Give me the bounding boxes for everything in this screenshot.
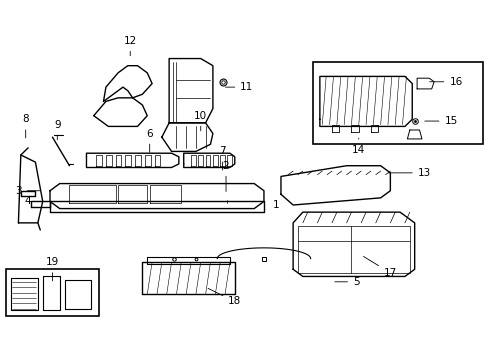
Text: 16: 16 (429, 77, 462, 87)
Text: 14: 14 (351, 138, 365, 155)
Polygon shape (169, 59, 212, 123)
Polygon shape (103, 66, 152, 102)
Polygon shape (292, 212, 414, 276)
Polygon shape (281, 166, 389, 205)
Bar (6, 269, 99, 316)
Text: 9: 9 (54, 120, 61, 140)
Polygon shape (21, 191, 35, 196)
Text: 7: 7 (219, 147, 225, 170)
Text: 5: 5 (334, 277, 359, 287)
Polygon shape (30, 202, 50, 207)
Text: 1: 1 (272, 200, 279, 210)
Polygon shape (50, 184, 264, 208)
Text: 13: 13 (387, 168, 430, 178)
Text: 17: 17 (363, 256, 396, 278)
Text: 3: 3 (15, 186, 40, 196)
Polygon shape (86, 153, 179, 167)
Bar (312, 62, 482, 144)
Text: 8: 8 (22, 114, 29, 138)
Text: 18: 18 (208, 288, 241, 306)
Polygon shape (142, 262, 234, 294)
Text: 4: 4 (25, 197, 54, 206)
Text: 15: 15 (424, 116, 457, 126)
Text: 12: 12 (123, 36, 137, 56)
Polygon shape (94, 98, 147, 126)
Polygon shape (42, 276, 60, 310)
Text: 11: 11 (225, 82, 253, 92)
Polygon shape (11, 278, 38, 310)
Polygon shape (416, 78, 433, 89)
Polygon shape (319, 76, 411, 126)
Polygon shape (50, 202, 264, 212)
Text: 6: 6 (146, 129, 153, 152)
Polygon shape (64, 280, 91, 309)
Polygon shape (162, 123, 212, 152)
Text: 19: 19 (46, 257, 59, 281)
Polygon shape (407, 130, 421, 139)
Polygon shape (19, 155, 42, 223)
Polygon shape (183, 153, 234, 167)
Text: 2: 2 (222, 161, 229, 192)
Text: 10: 10 (194, 111, 207, 131)
